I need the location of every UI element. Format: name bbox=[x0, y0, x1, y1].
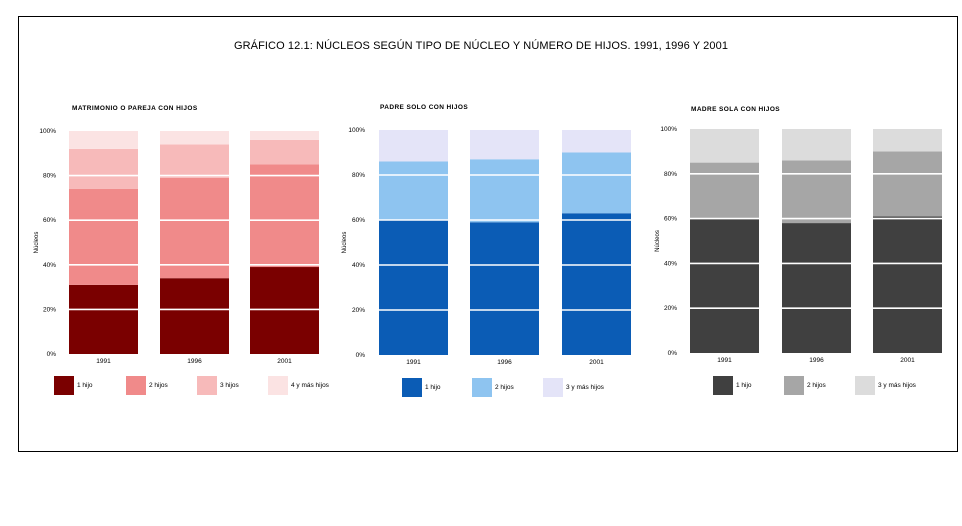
bar-segment bbox=[562, 213, 631, 355]
legend-label: 3 hijos bbox=[220, 382, 240, 389]
bar-segment bbox=[69, 148, 138, 189]
y-tick-label: 60% bbox=[352, 217, 365, 224]
bar-segment bbox=[782, 129, 851, 161]
legend-label: 4 y más hijos bbox=[291, 382, 330, 389]
y-tick-label: 60% bbox=[43, 217, 56, 224]
bar-segment bbox=[470, 159, 539, 223]
bar-segment bbox=[782, 160, 851, 224]
y-tick-label: 0% bbox=[668, 350, 678, 357]
bar-segment bbox=[160, 177, 229, 279]
y-tick-label: 100% bbox=[348, 127, 365, 134]
panel-title: MADRE SOLA CON HIJOS bbox=[691, 106, 780, 113]
bar-segment bbox=[250, 267, 319, 354]
bar-segment bbox=[470, 130, 539, 160]
x-tick-label: 1996 bbox=[187, 358, 202, 365]
page-title: GRÁFICO 12.1: NÚCLEOS SEGÚN TIPO DE NÚCL… bbox=[233, 40, 729, 52]
legend-label: 2 hijos bbox=[149, 382, 169, 389]
bar-segment bbox=[379, 130, 448, 162]
y-tick-label: 80% bbox=[43, 173, 56, 180]
bar-segment bbox=[562, 130, 631, 153]
bar-segment bbox=[379, 161, 448, 220]
bar-segment bbox=[562, 152, 631, 214]
bar-segment bbox=[160, 131, 229, 145]
chart-frame bbox=[18, 16, 958, 452]
bar-segment bbox=[160, 278, 229, 354]
y-tick-label: 100% bbox=[39, 128, 56, 135]
bar-segment bbox=[470, 222, 539, 355]
bar-segment bbox=[250, 139, 319, 165]
y-tick-label: 40% bbox=[664, 260, 677, 267]
bar-segment bbox=[873, 151, 942, 217]
y-tick-label: 60% bbox=[664, 216, 677, 223]
bar-segment bbox=[873, 216, 942, 353]
x-tick-label: 1996 bbox=[497, 359, 512, 366]
panel-title: MATRIMONIO O PAREJA CON HIJOS bbox=[72, 105, 198, 112]
legend-label: 1 hijo bbox=[77, 382, 93, 389]
y-tick-label: 80% bbox=[352, 172, 365, 179]
x-tick-label: 1991 bbox=[717, 357, 732, 364]
legend-label: 1 hijo bbox=[736, 382, 752, 389]
x-tick-label: 1991 bbox=[96, 358, 111, 365]
y-axis-title: Núcleos bbox=[342, 232, 348, 254]
y-tick-label: 20% bbox=[352, 307, 365, 314]
legend-label: 3 y más hijos bbox=[878, 382, 917, 389]
bar-segment bbox=[69, 188, 138, 285]
bar-segment bbox=[782, 223, 851, 353]
bar-segment bbox=[69, 131, 138, 149]
bar-segment bbox=[250, 164, 319, 268]
y-axis-title: Núcleos bbox=[34, 232, 40, 254]
legend-swatch bbox=[126, 376, 146, 395]
legend-label: 1 hijo bbox=[425, 384, 441, 391]
legend-swatch bbox=[713, 376, 733, 395]
legend-label: 3 y más hijos bbox=[566, 384, 605, 391]
bar-segment bbox=[379, 220, 448, 355]
bar-segment bbox=[250, 131, 319, 140]
bar-segment bbox=[690, 218, 759, 353]
x-tick-label: 2001 bbox=[277, 358, 292, 365]
legend-swatch bbox=[268, 376, 288, 395]
y-tick-label: 40% bbox=[43, 262, 56, 269]
x-tick-label: 2001 bbox=[589, 359, 604, 366]
y-axis-title: Núcleos bbox=[655, 230, 661, 252]
bar-segment bbox=[690, 162, 759, 219]
x-tick-label: 2001 bbox=[900, 357, 915, 364]
bar-segment bbox=[69, 284, 138, 354]
legend-swatch bbox=[855, 376, 875, 395]
legend-swatch bbox=[402, 378, 422, 397]
legend-swatch bbox=[784, 376, 804, 395]
bar-segment bbox=[690, 129, 759, 163]
legend-label: 2 hijos bbox=[495, 384, 515, 391]
x-tick-label: 1991 bbox=[406, 359, 421, 366]
legend-swatch bbox=[197, 376, 217, 395]
y-tick-label: 20% bbox=[43, 306, 56, 313]
x-tick-label: 1996 bbox=[809, 357, 824, 364]
legend-label: 2 hijos bbox=[807, 382, 827, 389]
bar-segment bbox=[160, 144, 229, 178]
y-tick-label: 0% bbox=[47, 351, 57, 358]
legend-swatch bbox=[543, 378, 563, 397]
y-tick-label: 20% bbox=[664, 305, 677, 312]
y-tick-label: 80% bbox=[664, 171, 677, 178]
y-tick-label: 100% bbox=[660, 126, 677, 133]
legend-swatch bbox=[54, 376, 74, 395]
bar-segment bbox=[873, 129, 942, 152]
y-tick-label: 0% bbox=[356, 352, 366, 359]
y-tick-label: 40% bbox=[352, 262, 365, 269]
legend-swatch bbox=[472, 378, 492, 397]
panel-title: PADRE SOLO CON HIJOS bbox=[380, 104, 468, 111]
